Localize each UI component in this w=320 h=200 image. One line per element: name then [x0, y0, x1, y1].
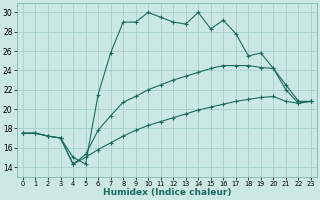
X-axis label: Humidex (Indice chaleur): Humidex (Indice chaleur): [103, 188, 231, 197]
